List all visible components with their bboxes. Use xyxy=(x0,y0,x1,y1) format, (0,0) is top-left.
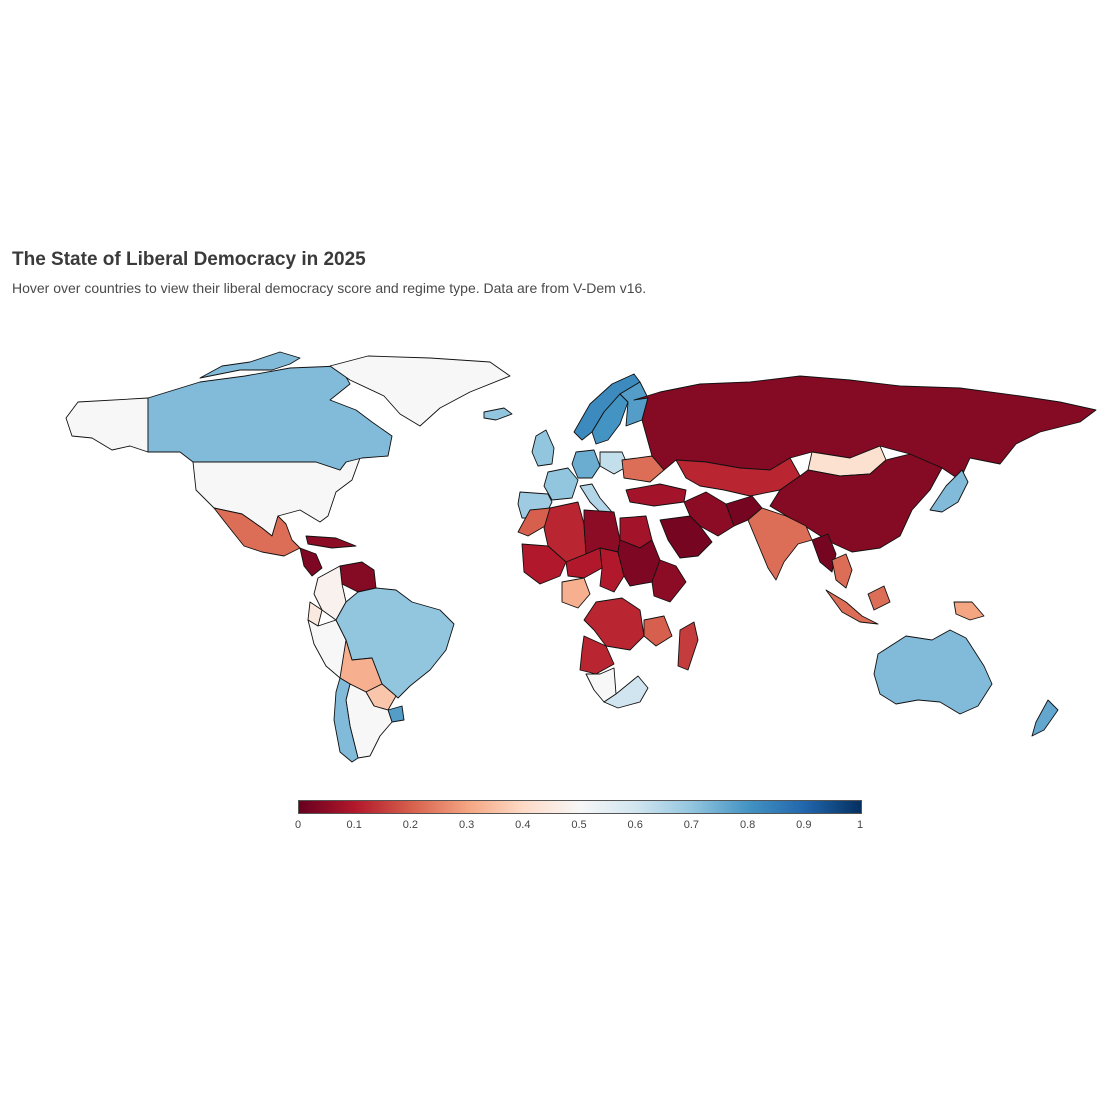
country-United States-alaska[interactable]: United States: 0.5 xyxy=(65,397,149,453)
country-Germany[interactable]: Germany: 0.75 xyxy=(571,449,601,479)
colorbar-tick-label: 0.4 xyxy=(515,819,531,831)
country-Chile[interactable]: Chile: 0.72 xyxy=(333,677,359,763)
country-Canada[interactable]: Canada: 0.72 xyxy=(147,365,393,471)
colorbar xyxy=(298,800,862,814)
colorbar-tick-label: 0.1 xyxy=(346,819,362,831)
country-Indonesia-borneo[interactable]: Indonesia: 0.22 xyxy=(867,585,891,611)
country-Nigeria[interactable]: Nigeria: 0.32 xyxy=(561,577,591,609)
colorbar-tick-label: 0.5 xyxy=(571,819,587,831)
colorbar-tick-label: 0.9 xyxy=(796,819,812,831)
country-Thailand[interactable]: Thailand: 0.22 xyxy=(831,553,853,589)
country-Morocco[interactable]: Morocco: 0.2 xyxy=(517,507,553,537)
country-Greenland[interactable]: Greenland: 0.5 xyxy=(329,355,511,427)
country-Tanzania[interactable]: Tanzania: 0.2 xyxy=(643,615,673,647)
country-South Africa[interactable]: South Africa: 0.6 xyxy=(603,675,649,709)
country-Madagascar[interactable]: Madagascar: 0.15 xyxy=(677,621,699,671)
country-Venezuela[interactable]: Venezuela: 0.04 xyxy=(339,561,377,593)
colorbar-tick-label: 0.2 xyxy=(402,819,419,831)
country-Papua New Guinea[interactable]: Papua New Guinea: 0.3 xyxy=(953,601,985,621)
country-Mali[interactable]: Mali: 0.1 xyxy=(521,543,567,585)
colorbar-tick-label: 0.3 xyxy=(458,819,475,831)
country-Iceland[interactable]: Iceland: 0.7 xyxy=(483,407,513,421)
country-Saudi Arabia[interactable]: Saudi Arabia: 0.02 xyxy=(659,515,713,559)
world-choropleth-map[interactable]: United States: 0.5 United States: 0.5 Ca… xyxy=(0,340,1108,770)
country-United Kingdom[interactable]: United Kingdom: 0.7 xyxy=(531,429,555,467)
country-Cuba[interactable]: Cuba: 0.05 xyxy=(305,535,357,549)
country-Sweden[interactable]: Sweden: 0.8 xyxy=(591,393,629,445)
country-India[interactable]: India: 0.22 xyxy=(747,507,813,581)
map-subtitle: Hover over countries to view their liber… xyxy=(12,280,647,296)
country-DR Congo[interactable]: DR Congo: 0.12 xyxy=(583,597,645,651)
country-Mexico[interactable]: Mexico: 0.22 xyxy=(213,507,301,557)
country-New Zealand[interactable]: New Zealand: 0.76 xyxy=(1031,699,1059,737)
country-Ethiopia[interactable]: Ethiopia: 0.05 xyxy=(651,559,687,603)
country-Poland[interactable]: Poland: 0.62 xyxy=(599,451,629,475)
color-legend: 0 0.1 0.2 0.3 0.4 0.5 0.6 0.7 0.8 0.9 1 xyxy=(294,800,864,840)
country-Brazil[interactable]: Brazil: 0.7 xyxy=(335,587,455,699)
colorbar-tick-label: 0.7 xyxy=(683,819,700,831)
country-Nicaragua[interactable]: Nicaragua: 0.03 xyxy=(299,547,323,577)
country-Turkey[interactable]: Turkey: 0.08 xyxy=(625,483,687,507)
country-Libya[interactable]: Libya: 0.05 xyxy=(583,509,621,555)
colorbar-tick-label: 1 xyxy=(856,819,864,831)
country-France[interactable]: France: 0.7 xyxy=(543,467,579,501)
country-Indonesia[interactable]: Indonesia: 0.22 xyxy=(825,589,879,625)
country-Australia[interactable]: Australia: 0.72 xyxy=(873,629,993,715)
colorbar-tick-label: 0 xyxy=(294,819,302,831)
colorbar-tick-label: 0.6 xyxy=(627,819,643,831)
country-Ukraine[interactable]: Ukraine: 0.22 xyxy=(621,455,665,483)
country-Canada-islands[interactable]: Canada: 0.72 xyxy=(199,351,301,379)
colorbar-tick-label: 0.8 xyxy=(739,819,756,831)
map-title: The State of Liberal Democracy in 2025 xyxy=(12,249,366,270)
country-Japan[interactable]: Japan: 0.72 xyxy=(929,469,969,513)
